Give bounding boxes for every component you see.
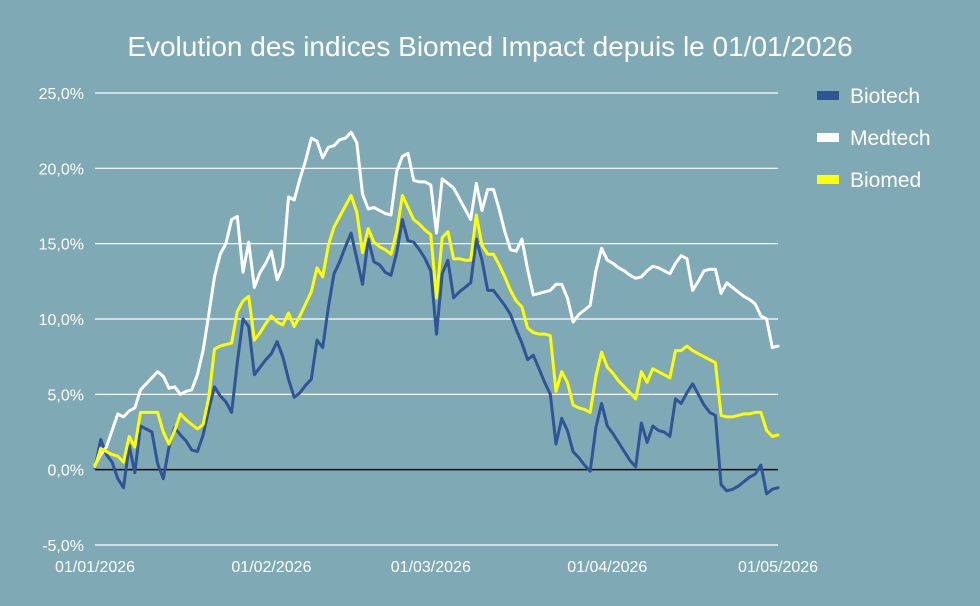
legend-swatch-medtech <box>817 133 839 142</box>
series-line-biomed <box>93 194 780 469</box>
x-tick-label: 01/01/2026 <box>55 559 135 576</box>
x-tick-label: 01/03/2026 <box>391 559 471 576</box>
legend-swatch-biomed <box>817 175 839 184</box>
y-tick-label: 5,0% <box>48 387 84 404</box>
legend-label-biomed: Biomed <box>850 169 921 192</box>
x-tick-label: 01/04/2026 <box>567 559 647 576</box>
x-tick-label: 01/05/2026 <box>738 559 818 576</box>
series-line-biotech <box>93 218 780 496</box>
y-axis-ticks: 25,0% 20,0% 15,0% 10,0% 5,0% 0,0% -5,0% <box>39 86 84 555</box>
series-line-medtech <box>93 130 780 467</box>
chart-title: Evolution des indices Biomed Impact depu… <box>127 31 852 62</box>
legend-label-medtech: Medtech <box>850 127 931 150</box>
x-tick-label: 01/02/2026 <box>231 559 311 576</box>
y-tick-label: 15,0% <box>39 237 84 254</box>
legend-label-biotech: Biotech <box>850 85 920 108</box>
y-tick-label: 25,0% <box>39 86 84 103</box>
legend: Biotech Medtech Biomed <box>817 85 931 192</box>
x-axis-ticks: 01/01/2026 01/02/2026 01/03/2026 01/04/2026… <box>55 559 818 576</box>
y-tick-label: 0,0% <box>48 463 84 480</box>
legend-swatch-biotech <box>817 91 839 100</box>
y-tick-label: -5,0% <box>42 538 84 555</box>
y-tick-label: 20,0% <box>39 161 84 178</box>
series-lines <box>93 130 780 496</box>
y-tick-label: 10,0% <box>39 312 84 329</box>
